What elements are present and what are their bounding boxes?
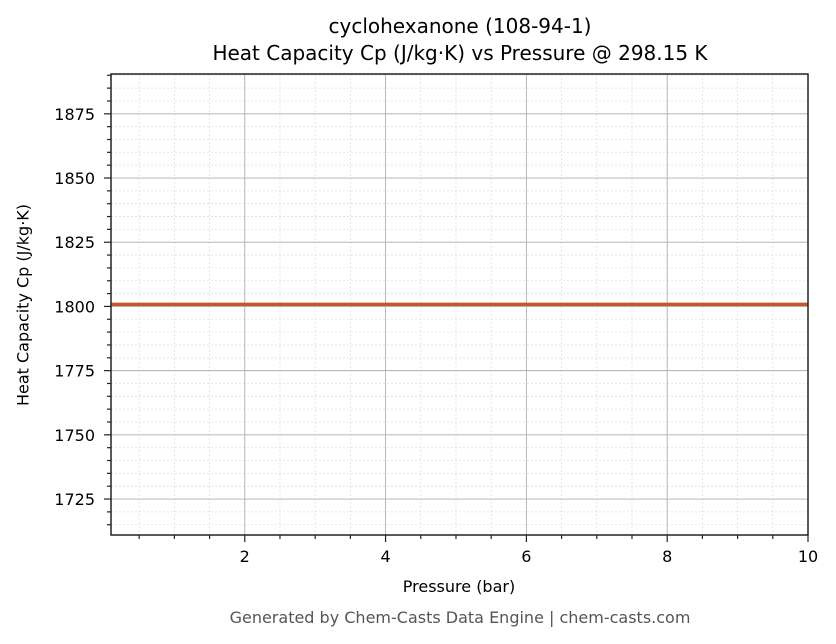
x-axis-label: Pressure (bar) [402,577,516,596]
y-tick-label: 1825 [54,233,95,252]
footer-credit: Generated by Chem-Casts Data Engine | ch… [229,608,691,627]
chart-title: cyclohexanone (108-94-1) [328,14,592,38]
y-axis-label: Heat Capacity Cp (J/kg·K) [13,203,33,407]
x-tick-label: 4 [380,547,390,566]
y-tick-label: 1850 [54,169,95,188]
y-tick-label: 1725 [54,490,95,509]
y-tick-label: 1875 [54,105,95,124]
y-tick-label: 1775 [54,362,95,381]
axes-frame [110,73,809,536]
y-tick-label: 1800 [54,297,95,316]
chart-subtitle: Heat Capacity Cp (J/kg·K) vs Pressure @ … [212,41,708,65]
x-tick-label: 10 [798,547,818,566]
x-tick-label: 8 [662,547,672,566]
x-tick-label: 6 [521,547,531,566]
y-tick-label: 1750 [54,426,95,445]
x-tick-label: 2 [240,547,250,566]
